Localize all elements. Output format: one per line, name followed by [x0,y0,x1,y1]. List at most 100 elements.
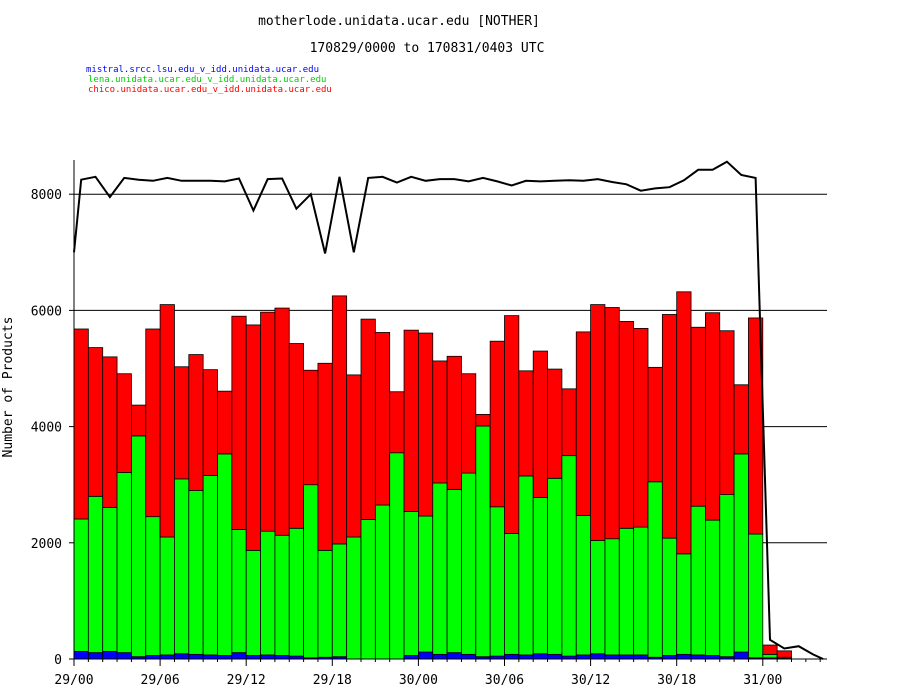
bar-segment-chico [116,373,132,473]
bar-segment-mistral [532,653,548,660]
bar-segment-chico [73,328,89,520]
bar-segment-mistral [417,651,434,660]
bars [73,291,792,660]
y-tick-label: 0 [54,653,62,668]
bar-segment-lena [159,536,175,656]
bar-segment-chico [217,390,233,455]
bar-segment-mistral [145,655,161,660]
bar-segment-lena [532,497,548,655]
bar-segment-lena [561,455,577,657]
bar-segment-lena [130,435,147,658]
bar-segment-chico [245,324,261,551]
bar-segment-chico [374,332,391,506]
bar-segment-lena [274,534,290,656]
bar-segment-chico [274,307,290,536]
bar-segment-lena [188,490,204,655]
bar-segment-chico [288,343,305,529]
bar-segment-lena [590,540,606,655]
bar-segment-mistral [102,651,118,660]
bar-segment-lena [661,537,678,656]
chart-subtitle: 170829/0000 to 170831/0403 UTC [310,41,545,56]
bar-segment-lena [618,527,635,656]
x-tick-label: 30/00 [399,673,438,688]
bar-segment-mistral [590,653,606,660]
bar-segment-chico [776,650,792,658]
bar-segment-lena [762,653,778,659]
bar-segment-chico [446,355,462,490]
bar-segment-mistral [159,654,175,660]
bar-segment-lena [374,504,391,660]
total-line-layer [73,160,824,660]
bar-segment-mistral [231,652,247,660]
bar-segment-lena [475,425,491,658]
bar-segment-chico [561,388,577,457]
bar-segment-chico [719,330,735,495]
bar-segment-lena [403,511,419,656]
x-tick-label: 29/12 [227,673,266,688]
bar-segment-lena [748,533,764,659]
bar-segment-lena [288,527,305,657]
chart-title: motherlode.unidata.ucar.edu [NOTHER] [258,14,540,29]
bar-segment-chico [317,362,333,551]
bar-segment-lena [690,505,706,656]
bar-segment-lena [174,478,190,655]
bar-segment-chico [389,391,405,454]
bar-segment-chico [87,347,104,497]
bar-segment-lena [518,475,534,656]
bar-segment-lena [317,549,333,658]
bar-segment-mistral [504,653,520,660]
legend-entry-mistral: mistral.srcc.lsu.edu_v_idd.unidata.ucar.… [86,65,319,75]
bar-segment-lena [461,472,477,655]
bar-segment-mistral [575,654,592,660]
bar-segment-mistral [116,652,132,660]
bar-segment-chico [360,318,376,520]
bar-segment-chico [618,321,635,529]
y-tick-label: 4000 [31,421,62,436]
bar-segment-lena [575,515,592,656]
bar-segment-chico [159,304,175,538]
bar-segment-chico [518,370,534,477]
bar-segment-chico [188,354,204,491]
y-tick-label: 6000 [31,304,62,319]
bar-segment-lena [633,526,649,656]
bar-segment-lena [87,495,104,654]
bar-segment-chico [202,369,218,476]
bar-segment-chico [432,360,448,484]
x-tick-label: 29/06 [141,673,180,688]
bar-segment-lena [217,453,233,656]
x-tick-label: 31/00 [743,673,782,688]
bar-segment-chico [260,311,276,532]
bar-segment-chico [762,644,778,655]
bar-segment-mistral [446,652,462,660]
bar-segment-lena [446,488,462,654]
bar-segment-lena [331,543,348,658]
bar-segment-mistral [188,653,204,660]
bar-segment-chico [575,331,592,516]
bar-segment-chico [417,332,434,517]
bar-segment-mistral [705,655,721,660]
bar-segment-lena [705,519,721,656]
bar-segment-chico [733,384,749,455]
bar-segment-lena [145,516,161,656]
bar-segment-lena [504,533,520,655]
bar-segment-chico [346,374,362,538]
y-tick-label: 8000 [31,188,62,203]
bar-segment-chico [461,373,477,474]
bar-segment-lena [733,453,749,653]
bar-segment-lena [116,472,132,654]
bar-segment-chico [475,413,491,427]
bar-segment-chico [231,315,247,530]
total-line [73,160,824,660]
bar-segment-lena [360,519,376,660]
bar-segment-mistral [403,655,419,660]
bar-segment-lena [432,482,448,655]
bar-segment-lena [719,494,735,658]
bar-segment-mistral [260,654,276,660]
y-tick-label: 2000 [31,537,62,552]
bar-segment-chico [590,304,606,541]
bar-segment-chico [489,340,505,508]
bar-segment-lena [647,481,663,658]
x-tick-label: 30/06 [485,673,524,688]
bar-segment-mistral [274,655,290,660]
